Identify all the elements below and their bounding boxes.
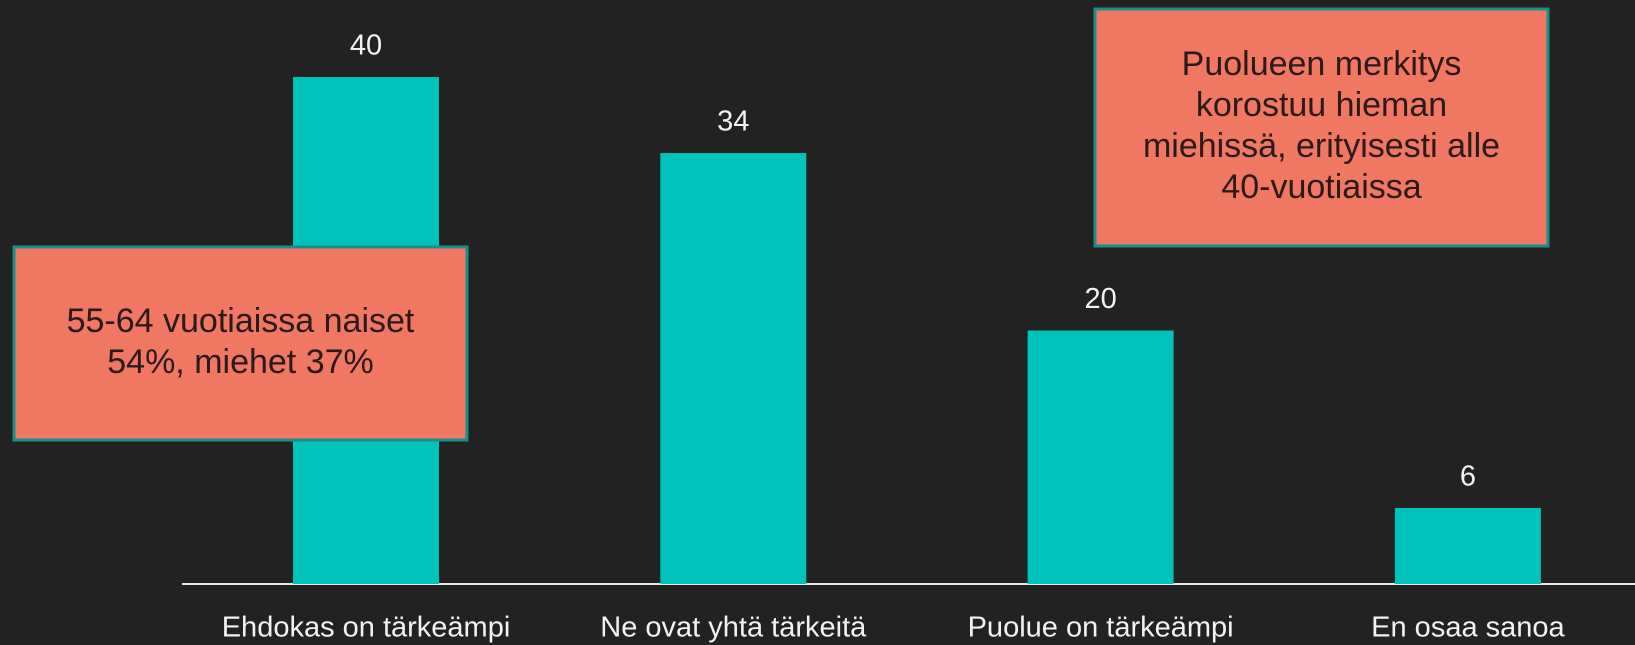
annotation-text: Puolueen merkitys [1182, 45, 1462, 83]
value-label: 40 [350, 30, 382, 62]
annotation-text: 54%, miehet 37% [107, 343, 374, 381]
x-tick-label: Ne ovat yhtä tärkeitä [600, 612, 867, 644]
x-tick-label: Puolue on tärkeämpi [968, 612, 1234, 644]
bar [660, 153, 807, 585]
x-tick-label: En osaa sanoa [1371, 612, 1565, 644]
annotation-text: miehissä, erityisesti alle [1143, 127, 1500, 165]
annotation-text: korostuu hieman [1196, 86, 1447, 124]
annotation-box [1093, 7, 1550, 248]
annotation-text: 55-64 vuotiaissa naiset [67, 302, 415, 340]
value-label: 20 [1084, 283, 1116, 315]
annotation-text: 40-vuotiaissa [1221, 168, 1421, 206]
x-tick-label: Ehdokas on tärkeämpi [222, 612, 511, 644]
annotation-box [12, 245, 469, 442]
value-label: 34 [717, 106, 749, 138]
bar [1394, 507, 1541, 584]
bar [1027, 330, 1174, 584]
value-label: 6 [1460, 461, 1476, 493]
